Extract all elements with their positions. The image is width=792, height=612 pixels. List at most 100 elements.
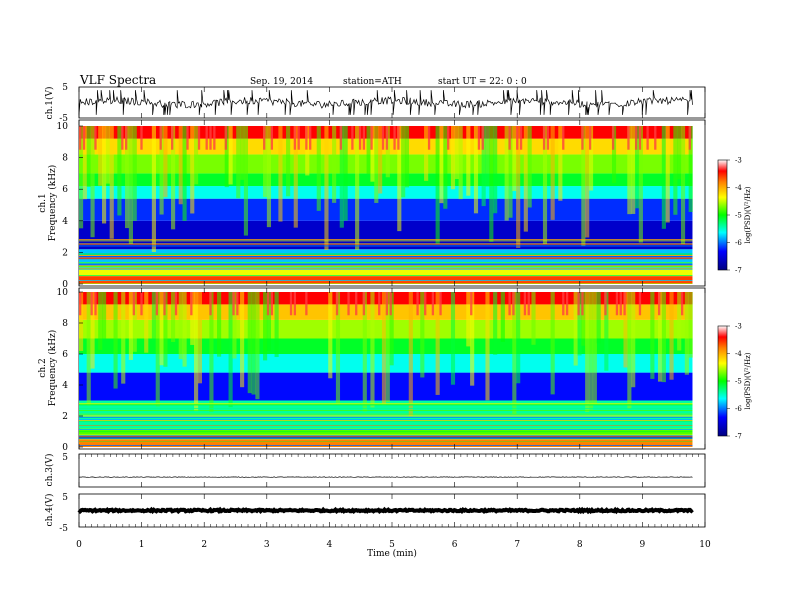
spectrogram-burst	[542, 126, 546, 150]
spectrogram-burst	[270, 292, 274, 316]
spectrogram-burst	[232, 292, 237, 359]
ch3-waveform-trace	[78, 476, 693, 478]
spectrogram-burst	[243, 126, 249, 236]
spectrogram-burst	[236, 292, 239, 316]
spectrogram-burst	[470, 292, 473, 316]
spectrogram-burst	[366, 126, 371, 175]
spectrogram-burst	[416, 292, 419, 316]
spectrogram-burst	[527, 292, 530, 316]
spectrogram-burst	[247, 292, 252, 394]
spectrogram-burst	[362, 292, 367, 412]
spectrogram-burst	[171, 292, 176, 342]
spectrogram-burst	[128, 292, 133, 360]
spectrogram-burst	[293, 126, 298, 228]
spectrogram-burst	[378, 126, 383, 194]
spectrogram-burst	[228, 126, 233, 185]
colorbar-tick-label: -3	[735, 157, 742, 165]
spectrogram-burst	[305, 126, 310, 176]
spectrogram-burst	[94, 126, 97, 150]
spectrogram-burst	[381, 292, 387, 406]
spectrogram-burst	[489, 126, 494, 242]
spectrogram-burst	[343, 126, 348, 221]
spectrogram-burst	[546, 126, 550, 150]
spectrogram-burst	[493, 126, 498, 214]
spectrogram-burst	[86, 292, 91, 406]
time-axis-ticks: 0 1 2 3 4 5 6 7 8 9 10	[76, 87, 711, 550]
frequency-tick-label: 6	[62, 185, 68, 195]
spectrogram-burst	[485, 292, 490, 401]
time-tick-label: 0	[76, 540, 82, 550]
spectrogram-burst	[163, 126, 168, 198]
frequency-tick-label: 6	[62, 350, 68, 360]
spectrogram-burst	[619, 292, 622, 316]
spectrogram-burst	[450, 292, 456, 385]
spectrogram-burst	[677, 126, 682, 180]
spectrogram-burst	[588, 126, 592, 150]
ch1-voltage-label: ch.1(V)	[44, 87, 55, 120]
spectrogram-burst	[332, 126, 337, 203]
spectrogram-burst	[424, 292, 427, 316]
spectrogram-burst	[155, 292, 160, 407]
time-tick-label: 5	[389, 540, 395, 550]
figure-title: VLF Spectra	[79, 73, 156, 87]
frequency-tick-label: 10	[57, 288, 69, 298]
spectrogram-burst	[389, 292, 392, 316]
spectrogram-burst	[585, 292, 590, 412]
colorbar-tick-label: -7	[735, 433, 742, 441]
ch4-ytick-bottom: -5	[59, 524, 68, 534]
colorbar-tick-label: -5	[735, 378, 742, 386]
spectrogram-band	[79, 268, 693, 277]
spectrogram-burst	[305, 126, 308, 150]
spectrogram-burst	[688, 126, 693, 212]
ch3-ytick-top: 5	[62, 453, 68, 463]
time-tick-label: 8	[577, 540, 583, 550]
spectrogram-burst	[477, 126, 481, 150]
spectrogram-burst	[90, 292, 93, 316]
frequency-tick-label: 0	[62, 280, 68, 290]
spectrogram-burst	[493, 292, 498, 355]
spectrogram-burst	[328, 292, 333, 379]
time-tick-label: 1	[139, 540, 145, 550]
spectrogram-burst	[688, 126, 691, 150]
ch4-ytick-top: 5	[62, 493, 68, 503]
spectrogram-burst	[466, 126, 471, 196]
spectrogram-burst	[155, 292, 158, 316]
spectrogram-burst	[657, 292, 661, 316]
spectrogram-burst	[240, 126, 245, 180]
spectrogram-burst	[638, 126, 643, 243]
spectrogram-burst	[516, 292, 521, 384]
spectrogram-burst	[473, 126, 479, 214]
spectrogram-burst	[266, 292, 272, 351]
spectrogram-burst	[458, 126, 463, 200]
spectrogram-burst	[205, 126, 208, 150]
frequency-tick-label: 4	[62, 381, 68, 391]
spectrogram-burst	[661, 292, 666, 383]
spectrogram-burst	[565, 292, 569, 316]
spectrogram-burst	[274, 292, 279, 358]
spectrogram-burst	[90, 292, 95, 369]
spectrogram-burst	[634, 126, 638, 150]
spectrogram-band	[79, 186, 693, 199]
ch2-colorbar	[717, 325, 728, 437]
spectrogram-burst	[397, 126, 400, 150]
spectrogram-burst	[504, 126, 509, 221]
spectrogram-burst	[171, 126, 174, 150]
spectrogram-burst	[151, 126, 156, 252]
spectrogram-burst	[351, 126, 354, 150]
ch1-spectrogram	[79, 126, 693, 284]
spectrogram-burst	[224, 126, 228, 150]
spectrogram-burst	[224, 126, 229, 188]
spectrogram-burst	[581, 292, 584, 316]
spectrogram-burst	[94, 292, 97, 316]
spectrogram-burst	[335, 292, 339, 316]
time-tick-label: 9	[640, 540, 646, 550]
spectrogram-burst	[531, 292, 536, 345]
spectrogram-burst	[289, 292, 293, 316]
spectrogram-burst	[370, 126, 375, 182]
spectrogram-burst	[270, 126, 274, 150]
spectrogram-burst	[362, 292, 366, 316]
spectrogram-burst	[151, 292, 156, 342]
spectrogram-burst	[512, 126, 517, 192]
ch4-voltage-label: ch.4(V)	[44, 494, 55, 527]
spectrogram-burst	[654, 126, 657, 150]
